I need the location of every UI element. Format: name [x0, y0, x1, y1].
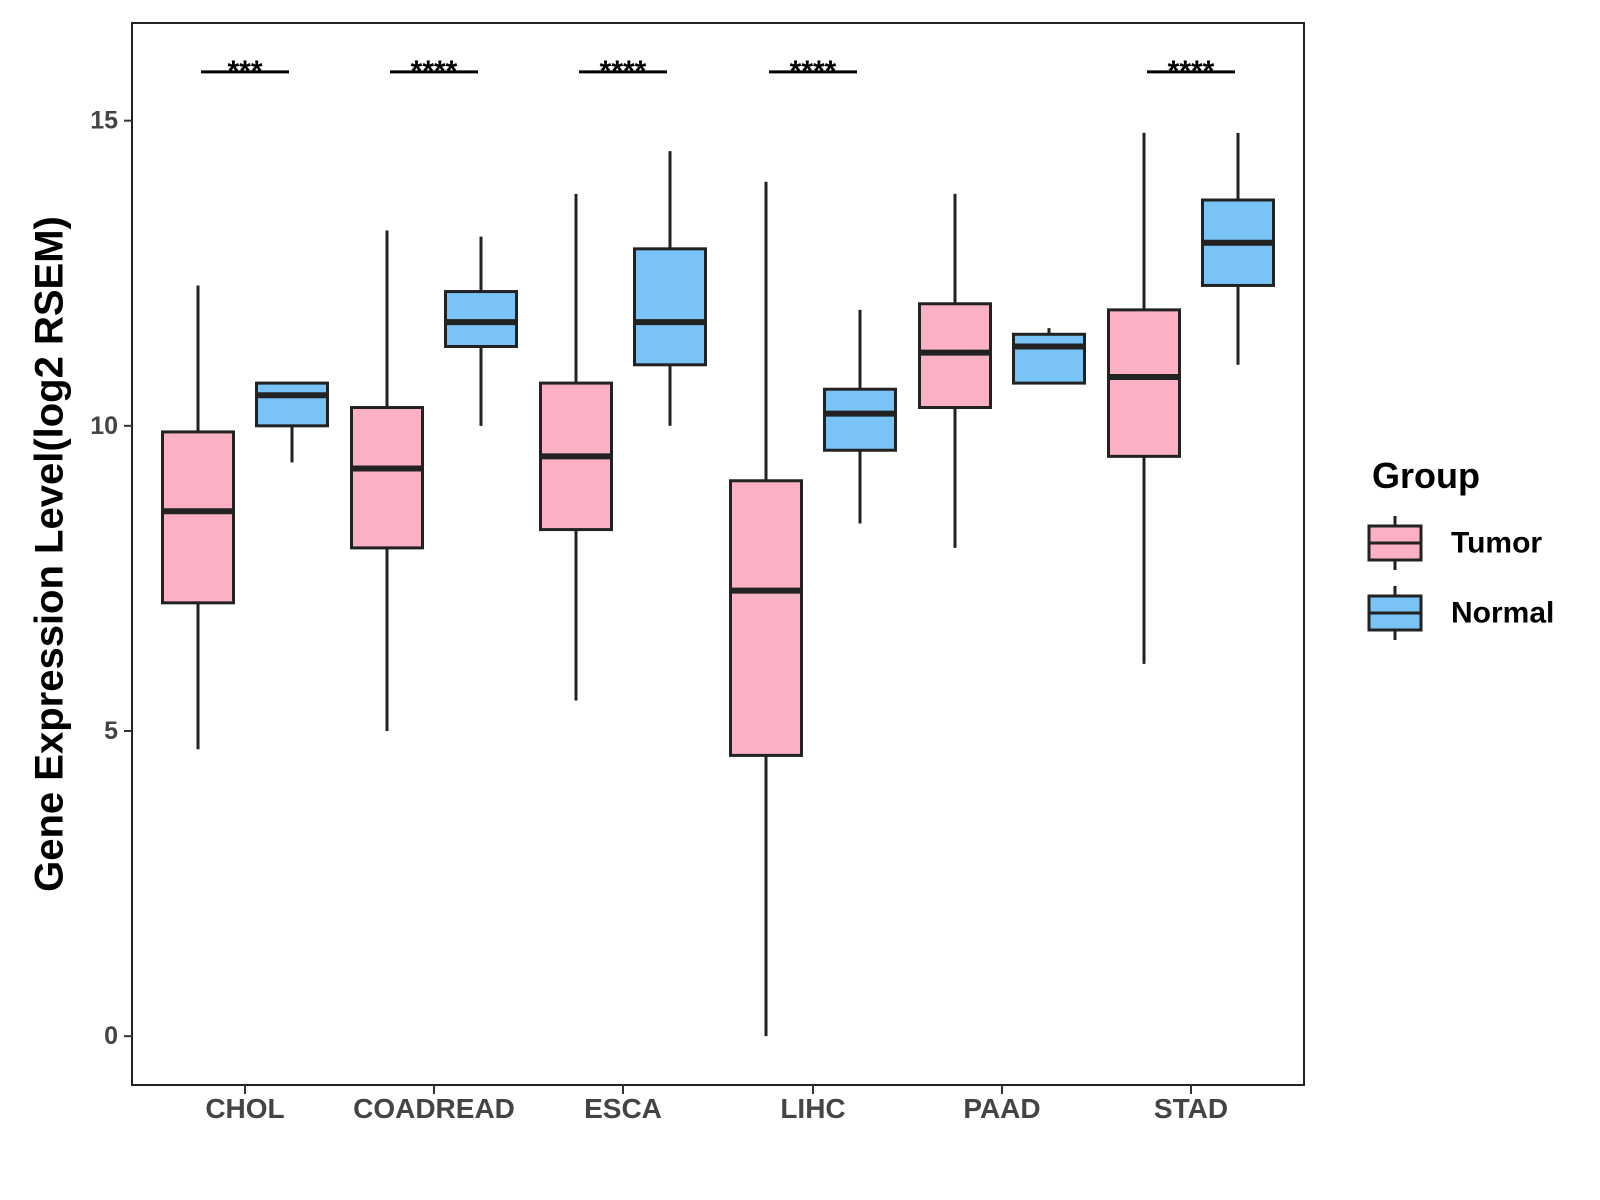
- box-body: [161, 430, 235, 605]
- x-tick-label: LIHC: [780, 1093, 845, 1124]
- y-tick-label: 10: [90, 412, 118, 440]
- significance-label: ***: [227, 55, 262, 88]
- box-normal-coadread: [444, 236, 518, 426]
- box-normal-stad: [1201, 132, 1275, 365]
- y-tick-label: 5: [104, 717, 118, 745]
- y-tick-label: 15: [90, 107, 118, 135]
- significance-label: ****: [1168, 55, 1215, 88]
- legend: Group Tumor Normal: [1367, 455, 1554, 640]
- x-tick-label: STAD: [1154, 1093, 1228, 1124]
- box-body: [255, 381, 329, 428]
- box-tumor-chol: [161, 285, 235, 750]
- box-body: [1012, 332, 1086, 385]
- box-body: [918, 302, 992, 410]
- box-body: [633, 247, 707, 367]
- box-body: [729, 479, 803, 757]
- legend-item-normal: Normal: [1367, 586, 1554, 640]
- panel-border: [131, 22, 1305, 1086]
- box-tumor-stad: [1107, 132, 1181, 664]
- y-tick-label: 0: [104, 1022, 118, 1050]
- box-normal-paad: [1012, 328, 1086, 385]
- x-tick-label: COADREAD: [353, 1093, 515, 1124]
- box-body: [823, 387, 897, 452]
- legend-label: Tumor: [1451, 527, 1542, 560]
- box-tumor-lihc: [729, 181, 803, 1037]
- box-tumor-esca: [539, 193, 613, 701]
- box-normal-lihc: [823, 309, 897, 524]
- legend-title: Group: [1372, 455, 1480, 496]
- box-normal-chol: [255, 381, 329, 463]
- x-tick-label: ESCA: [584, 1093, 662, 1124]
- x-axis: CHOL COADREAD ESCA LIHC PAAD STAD: [205, 1085, 1228, 1124]
- y-axis: 0 5 10 15: [90, 107, 132, 1050]
- significance-label: ****: [790, 55, 837, 88]
- y-axis-label: Gene Expression Level(log2 RSEM): [28, 216, 72, 892]
- box-body: [350, 406, 424, 550]
- box-body: [1107, 308, 1181, 458]
- significance-annotations: *** **** **** **** ****: [201, 55, 1235, 88]
- x-tick-label: PAAD: [963, 1093, 1040, 1124]
- box-series: [161, 132, 1275, 1037]
- legend-label: Normal: [1451, 597, 1554, 630]
- significance-label: ****: [411, 55, 458, 88]
- x-tick-label: CHOL: [205, 1093, 284, 1124]
- significance-label: ****: [600, 55, 647, 88]
- box-normal-esca: [633, 151, 707, 426]
- legend-item-tumor: Tumor: [1367, 516, 1542, 570]
- box-tumor-paad: [918, 193, 992, 548]
- box-tumor-coadread: [350, 230, 424, 731]
- box-body: [444, 290, 518, 348]
